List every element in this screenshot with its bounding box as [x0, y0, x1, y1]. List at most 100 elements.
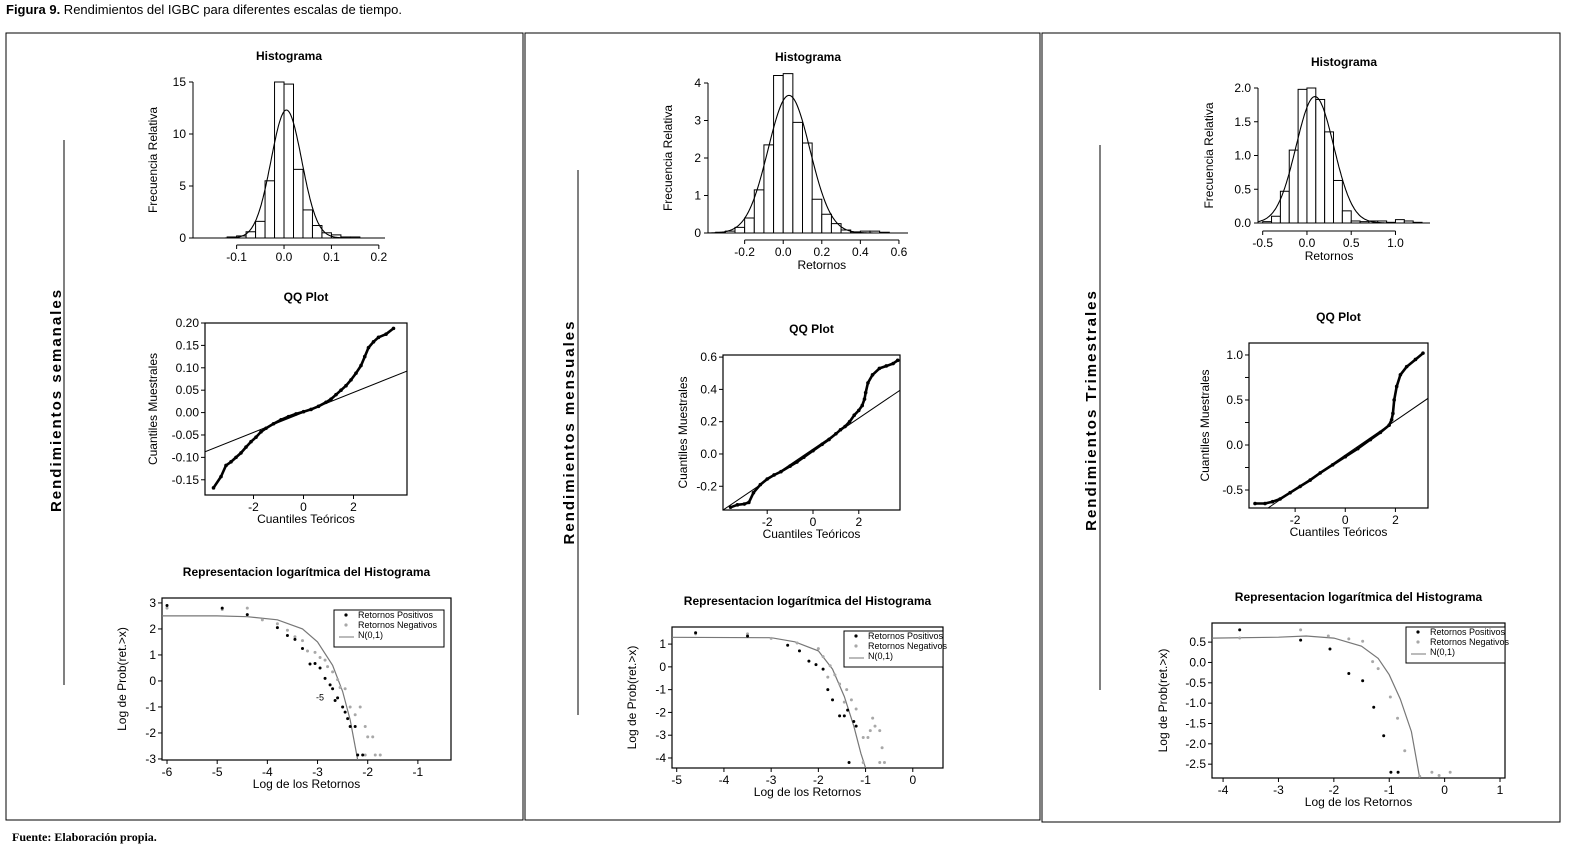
y-tick-label: 1 [694, 189, 701, 203]
positive-return-point [694, 631, 698, 635]
y-tick-label: -0.5 [1185, 676, 1206, 690]
plot-frame [1248, 342, 1429, 509]
positive-return-point [1347, 671, 1351, 675]
x-tick-label: 0.0 [1299, 236, 1316, 250]
y-tick-label: 1.0 [1234, 149, 1251, 163]
x-tick-label: -2 [1290, 513, 1301, 527]
histogram-bar [1333, 179, 1343, 224]
positive-return-point [1396, 770, 1400, 774]
panel-label: Rendimientos semanales [48, 288, 65, 512]
negative-return-point [1347, 637, 1351, 641]
qq-point [891, 361, 895, 366]
y-axis-label: Frecuencia Relativa [146, 107, 160, 213]
negative-return-point [338, 685, 342, 689]
y-tick-label: 0.20 [176, 316, 200, 330]
qq-point [309, 407, 313, 412]
positive-return-point [318, 666, 322, 670]
histogram-bar [1306, 87, 1317, 224]
histogram-bar [1297, 88, 1308, 224]
y-tick-label: 0.0 [1234, 216, 1251, 230]
chart-title: Representacion logarítmica del Histogram… [1235, 590, 1483, 604]
qq-point [802, 455, 806, 460]
positive-return-point [786, 643, 790, 647]
qq-point [795, 460, 799, 464]
qq-point [244, 445, 248, 449]
negative-return-point [366, 735, 370, 739]
negative-return-point [873, 724, 877, 728]
x-axis-label: Log de los Retornos [754, 785, 861, 799]
quantile-trace [730, 359, 899, 509]
chart-qq-7: QQ Plot Cuantiles Muestrales 1.0 0.5 0.0 -0.5… [1198, 310, 1429, 539]
x-axis-label: Cuantiles Teóricos [257, 512, 355, 526]
qq-point [862, 397, 867, 401]
qq-point [1421, 351, 1425, 355]
y-tick-label: 3 [694, 114, 701, 128]
x-tick-label: 0 [1342, 513, 1349, 527]
negative-return-point [343, 687, 347, 691]
qq-point [838, 427, 843, 432]
qq-point [856, 408, 861, 413]
chart-title: Histograma [775, 50, 841, 64]
histogram-bar [274, 81, 285, 239]
y-tick-label: 1 [149, 648, 156, 662]
positive-return-point [165, 604, 169, 608]
qq-point [234, 455, 238, 460]
negative-return-point [326, 665, 330, 669]
x-tick-label: -2 [1329, 783, 1340, 797]
qq-point [1308, 478, 1312, 482]
qq-point [366, 345, 371, 350]
positive-return-point [300, 646, 304, 650]
quantile-trace [1255, 352, 1424, 505]
qq-point [349, 378, 353, 382]
qq-point [765, 477, 769, 481]
plot-area [1212, 628, 1452, 778]
positive-return-point [293, 637, 297, 641]
qq-point [224, 463, 228, 468]
histogram-bar [744, 217, 755, 234]
y-axis-label: Cuantiles Muestrales [1198, 369, 1212, 481]
y-tick-label: -2.0 [1185, 737, 1206, 751]
y-tick-label: 1.5 [1234, 115, 1251, 129]
qq-point [334, 392, 338, 397]
negative-return-point [871, 716, 875, 720]
negative-return-point [833, 673, 837, 677]
x-axis-label: Log de los Retornos [253, 777, 360, 791]
positive-return-point [361, 753, 365, 757]
plot-frame [722, 354, 901, 511]
y-tick-label: 2.0 [1234, 81, 1251, 95]
negative-return-point [358, 705, 362, 709]
qq-point [847, 419, 852, 424]
positive-return-point [814, 663, 818, 667]
qq-point [834, 431, 838, 436]
x-tick-label: 0 [909, 773, 916, 787]
positive-return-point [1372, 705, 1376, 709]
legend-entry: Retornos Positivos [868, 631, 944, 641]
histogram-bar [811, 198, 823, 234]
qq-point [301, 409, 306, 414]
chart-log-2: Representacion logarítmica del Histogram… [115, 565, 452, 791]
chart-log-5: Representacion logarítmica del Histogram… [625, 594, 948, 799]
qq-point [1343, 454, 1348, 459]
negative-return-point [293, 635, 297, 639]
positive-return-point [353, 724, 357, 728]
negative-return-point [260, 618, 264, 622]
negative-return-point [1238, 636, 1242, 640]
negative-return-point [1376, 667, 1380, 671]
qq-point [1404, 364, 1409, 369]
histogram-bar [1341, 210, 1352, 224]
negative-return-point [1403, 749, 1407, 753]
positive-return-point [1299, 638, 1303, 642]
normal-fit-curve [193, 109, 385, 239]
normal-curve [162, 615, 359, 760]
positive-return-point [346, 717, 350, 721]
negative-return-point [275, 622, 279, 626]
histogram-bar [802, 142, 813, 234]
qq-point [384, 332, 388, 336]
negative-return-point [821, 655, 825, 659]
x-axis-label: Retornos [1305, 249, 1354, 263]
x-tick-label: 0.6 [891, 245, 908, 259]
y-tick-label: -2 [145, 726, 156, 740]
qq-point [1288, 490, 1292, 495]
